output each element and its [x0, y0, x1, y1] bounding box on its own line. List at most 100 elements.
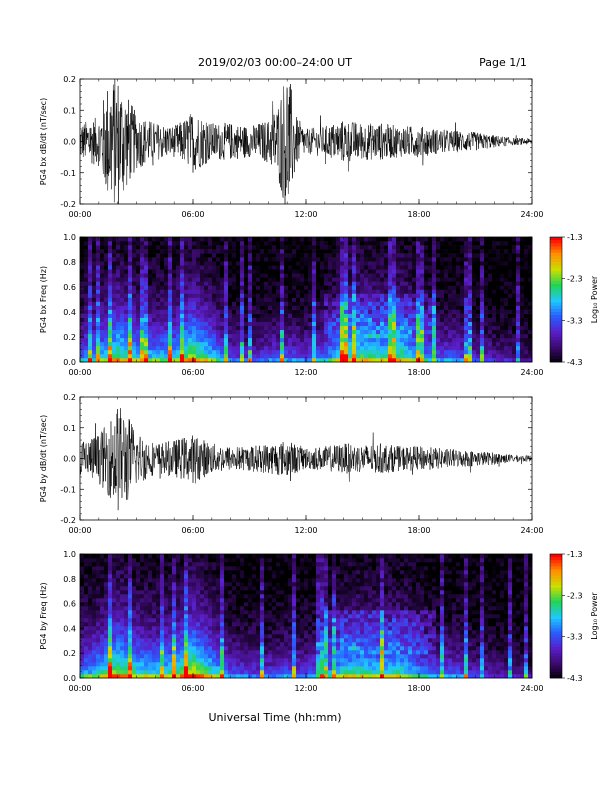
heatmap-cell: [468, 277, 473, 282]
heatmap-cell: [460, 301, 465, 306]
heatmap-cell: [144, 321, 149, 327]
heatmap-cell: [300, 305, 305, 310]
heatmap-cell: [144, 329, 149, 335]
heatmap-cell: [100, 269, 105, 274]
heatmap-cell: [364, 277, 369, 282]
heatmap-cell: [508, 241, 513, 246]
heatmap-cell: [208, 554, 213, 559]
x-tick-label: 12:00: [294, 368, 317, 377]
heatmap-cell: [120, 253, 125, 258]
heatmap-cell: [176, 634, 181, 639]
heatmap-cell: [276, 253, 281, 258]
heatmap-cell: [180, 578, 185, 583]
heatmap-cell: [84, 269, 89, 274]
heatmap-cell: [272, 285, 277, 290]
colorbar-swatch: [550, 283, 562, 288]
heatmap-cell: [88, 586, 93, 591]
heatmap-cell: [508, 257, 513, 262]
heatmap-cell: [132, 313, 137, 318]
heatmap-cell: [328, 297, 333, 302]
heatmap-cell: [84, 257, 89, 262]
heatmap-cell: [96, 277, 101, 282]
heatmap-cell: [92, 333, 97, 339]
heatmap-cell: [436, 241, 441, 246]
heatmap-cell: [364, 317, 369, 322]
heatmap-cell: [452, 269, 457, 274]
heatmap-cell: [104, 654, 109, 659]
heatmap-cell: [304, 273, 309, 278]
heatmap-cell: [448, 353, 453, 359]
heatmap-cell: [452, 317, 457, 322]
heatmap-cell: [120, 598, 125, 603]
heatmap-cell: [232, 325, 237, 331]
heatmap-cell: [416, 305, 421, 310]
heatmap-cell: [148, 646, 153, 651]
heatmap-cell: [184, 337, 189, 343]
heatmap-cell: [92, 582, 97, 587]
heatmap-cell: [188, 642, 193, 647]
heatmap-cell: [84, 293, 89, 298]
heatmap-cell: [296, 333, 301, 339]
heatmap-cell: [192, 333, 197, 339]
heatmap-cell: [320, 329, 325, 335]
x-tick-label: 24:00: [520, 210, 543, 219]
heatmap-cell: [160, 273, 165, 278]
heatmap-cell: [144, 618, 149, 623]
heatmap-cell: [488, 253, 493, 258]
heatmap-cell: [112, 606, 117, 611]
x-tick-label: 18:00: [407, 368, 430, 377]
heatmap-cell: [504, 337, 509, 343]
heatmap-cell: [216, 341, 221, 347]
heatmap-cell: [124, 594, 129, 599]
heatmap-cell: [336, 341, 341, 347]
heatmap-cell: [508, 337, 513, 343]
heatmap-cell: [100, 590, 105, 595]
heatmap-cell: [288, 313, 293, 318]
heatmap-cell: [352, 329, 357, 335]
heatmap-cell: [312, 265, 317, 270]
heatmap-cell: [288, 273, 293, 278]
heatmap-cell: [176, 558, 181, 563]
heatmap-cell: [132, 337, 137, 343]
heatmap-cell: [164, 353, 169, 359]
heatmap-cell: [512, 269, 517, 274]
heatmap-cell: [212, 293, 217, 298]
heatmap-cell: [224, 349, 229, 355]
heatmap-cell: [372, 357, 377, 363]
heatmap-cell: [432, 325, 437, 331]
heatmap-cell: [204, 309, 209, 314]
heatmap-cell: [156, 598, 161, 603]
heatmap-cell: [84, 570, 89, 575]
heatmap-cell: [152, 245, 157, 250]
heatmap-cell: [80, 622, 85, 627]
heatmap-cell: [116, 349, 121, 355]
heatmap-cell: [88, 634, 93, 639]
heatmap-cell: [280, 269, 285, 274]
heatmap-cell: [348, 345, 353, 351]
heatmap-cell: [296, 281, 301, 286]
heatmap-cell: [492, 349, 497, 355]
heatmap-cell: [168, 321, 173, 327]
heatmap-cell: [184, 317, 189, 322]
heatmap-cell: [128, 325, 133, 331]
heatmap-cell: [364, 285, 369, 290]
heatmap-cell: [112, 666, 117, 671]
heatmap-cell: [292, 241, 297, 246]
heatmap-cell: [484, 265, 489, 270]
heatmap-cell: [324, 285, 329, 290]
heatmap-cell: [464, 269, 469, 274]
heatmap-cell: [408, 309, 413, 314]
heatmap-cell: [112, 273, 117, 278]
heatmap-cell: [116, 642, 121, 647]
heatmap-cell: [164, 674, 169, 679]
heatmap-cell: [368, 277, 373, 282]
heatmap-cell: [456, 349, 461, 355]
heatmap-cell: [184, 345, 189, 351]
heatmap-cell: [116, 594, 121, 599]
heatmap-cell: [124, 353, 129, 359]
heatmap-cell: [424, 357, 429, 363]
heatmap-cell: [256, 237, 261, 242]
heatmap-cell: [100, 654, 105, 659]
heatmap-cell: [480, 345, 485, 351]
heatmap-cell: [496, 261, 501, 266]
